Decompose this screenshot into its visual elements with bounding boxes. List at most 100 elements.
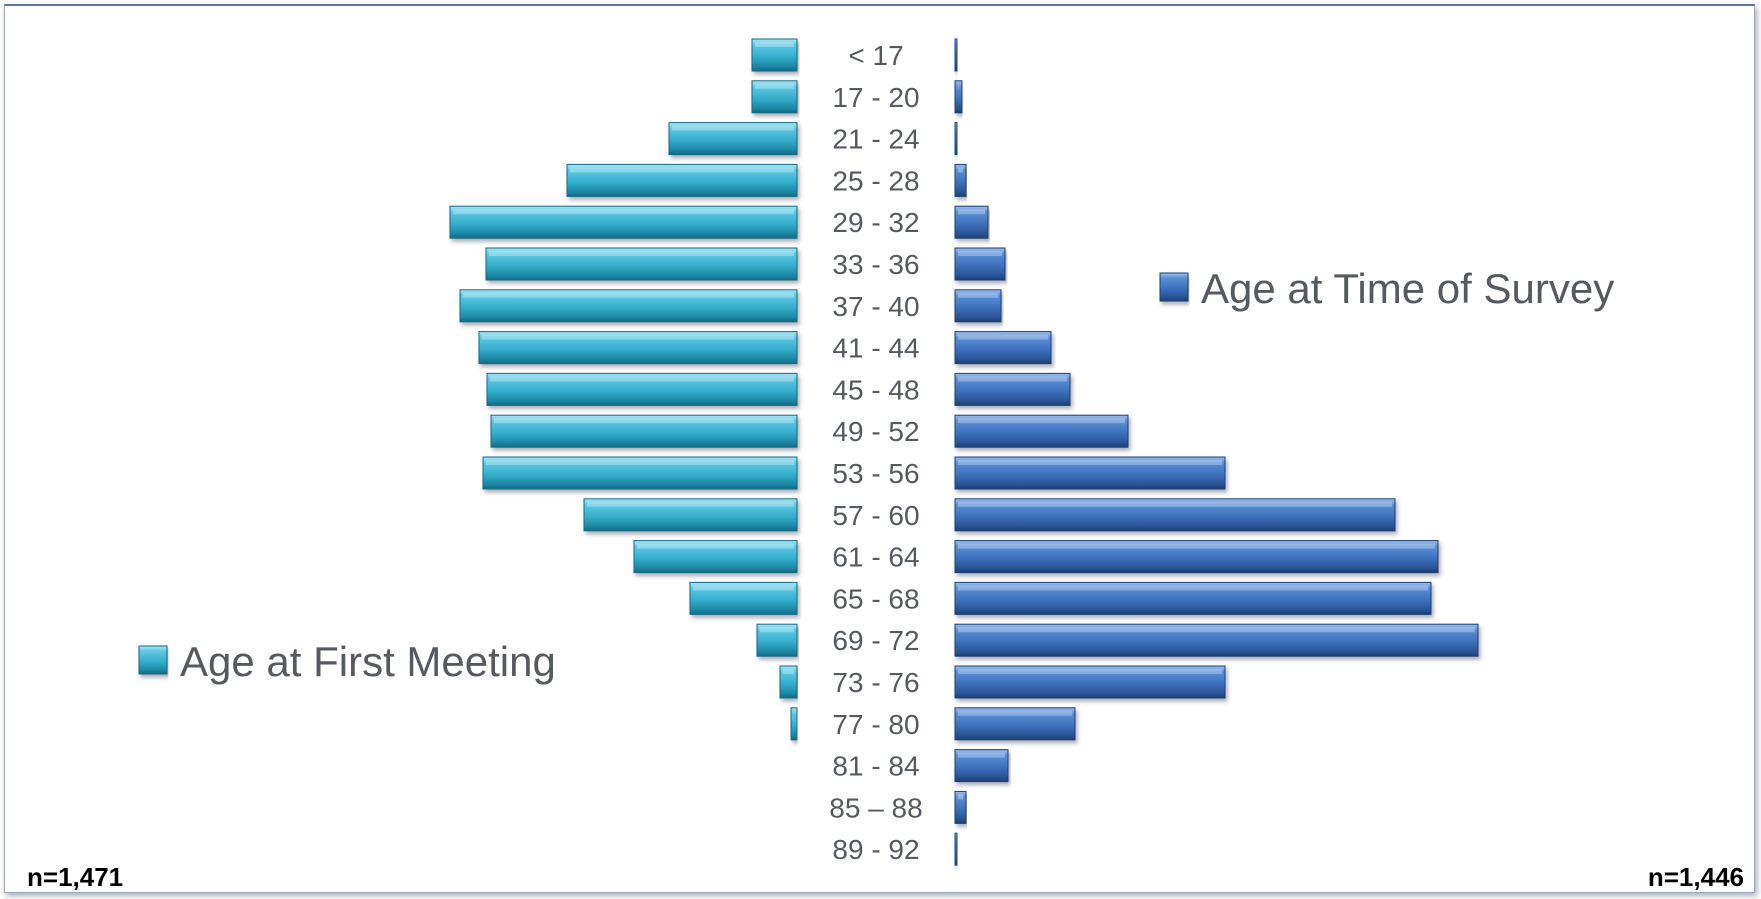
category-label-85-88: 85 – 88: [829, 792, 922, 823]
category-labels: < 17 17 - 20 21 - 24 25 - 28 29 - 32 33 - 36 3…: [829, 40, 922, 865]
bar-time-of-survey-45-48-highlight: [958, 376, 1067, 382]
bar-first-meeting-21-24: [668, 122, 798, 156]
category-label-53-56: 53 - 56: [832, 458, 919, 489]
bar-time-of-survey-69-72: [954, 623, 1479, 657]
bar-first-meeting-33-36: [485, 247, 798, 281]
bar-first-meeting-49-52: [490, 414, 798, 448]
legend-first-meeting: Age at First Meeting: [138, 638, 556, 685]
bar-first-meeting-61-64: [633, 540, 798, 574]
bar-first-meeting-73-76-highlight: [783, 669, 794, 674]
bar-time-of-survey-57-60-highlight: [958, 501, 1392, 507]
bar-time-of-survey-65-68: [954, 581, 1432, 615]
bar-first-meeting-61-64-highlight: [637, 543, 794, 549]
category-label-77-80: 77 - 80: [832, 709, 919, 740]
bar-time-of-survey-53-56: [954, 456, 1226, 490]
bar-time-of-survey-69-72-highlight: [958, 627, 1475, 633]
bar-first-meeting-17: [751, 38, 798, 72]
bar-time-of-survey-89-92: [954, 832, 958, 866]
bar-first-meeting-17-20-highlight: [755, 83, 794, 89]
series-age-at-time-of-survey: [954, 38, 1479, 866]
bar-first-meeting-45-48: [486, 372, 798, 406]
category-label-21-24: 21 - 24: [832, 124, 919, 155]
bar-first-meeting-29-32-highlight: [453, 209, 794, 215]
bar-first-meeting-41-44: [478, 331, 798, 365]
bar-time-of-survey-65-68-highlight: [958, 585, 1428, 591]
bar-first-meeting-29-32: [449, 205, 798, 239]
bar-time-of-survey-49-52-highlight: [958, 418, 1125, 424]
category-label-33-36: 33 - 36: [832, 249, 919, 280]
series-age-at-first-meeting: [449, 38, 798, 741]
legend-label-first-meeting: Age at First Meeting: [180, 638, 556, 685]
bar-first-meeting-69-72: [756, 623, 798, 657]
category-label-49-52: 49 - 52: [832, 416, 919, 447]
bar-time-of-survey-81-84-highlight: [958, 752, 1005, 758]
bar-first-meeting-73-76: [779, 665, 798, 699]
legend-swatch-first-meeting: [138, 645, 168, 675]
bar-time-of-survey-29-32: [954, 205, 989, 239]
bar-time-of-survey-17-20: [954, 80, 963, 114]
category-label-37-40: 37 - 40: [832, 291, 919, 322]
bar-time-of-survey-29-32-highlight: [958, 209, 985, 215]
category-label-29-32: 29 - 32: [832, 207, 919, 238]
bar-first-meeting-69-72-highlight: [760, 627, 794, 633]
bar-time-of-survey-73-76: [954, 665, 1226, 699]
bar-time-of-survey-41-44-highlight: [958, 334, 1048, 340]
bar-time-of-survey-57-60: [954, 498, 1396, 532]
bar-time-of-survey-77-80: [954, 707, 1076, 741]
bar-first-meeting-57-60-highlight: [587, 501, 794, 507]
bar-time-of-survey-85-88: [954, 790, 967, 824]
category-label-69-72: 69 - 72: [832, 625, 919, 656]
bar-first-meeting-53-56: [482, 456, 798, 490]
category-label-73-76: 73 - 76: [832, 667, 919, 698]
legend-swatch-time-of-survey: [1159, 272, 1189, 302]
category-label-17-20: 17 - 20: [832, 82, 919, 113]
bar-first-meeting-21-24-highlight: [672, 125, 794, 131]
bar-first-meeting-53-56-highlight: [486, 460, 794, 465]
category-label-17: < 17: [848, 40, 903, 71]
bar-first-meeting-25-28-highlight: [570, 167, 794, 173]
bar-first-meeting-17-highlight: [755, 42, 794, 47]
bar-time-of-survey-21-24: [954, 122, 958, 156]
bar-first-meeting-41-44-highlight: [482, 334, 794, 340]
sample-size-right: n=1,446: [1647, 862, 1744, 892]
category-label-45-48: 45 - 48: [832, 374, 919, 405]
sample-size-left: n=1,471: [27, 862, 124, 892]
category-label-81-84: 81 - 84: [832, 751, 919, 782]
legend-label-time-of-survey: Age at Time of Survey: [1201, 265, 1614, 312]
bar-time-of-survey-17-20-highlight: [958, 83, 959, 89]
bar-time-of-survey-53-56-highlight: [958, 460, 1222, 465]
bar-time-of-survey-41-44: [954, 331, 1052, 365]
bar-time-of-survey-25-28: [954, 163, 967, 197]
bar-time-of-survey-61-64: [954, 540, 1439, 574]
bar-first-meeting-25-28: [566, 163, 798, 197]
category-label-41-44: 41 - 44: [832, 333, 919, 364]
bar-time-of-survey-37-40-highlight: [958, 292, 998, 298]
bar-time-of-survey-17: [954, 38, 958, 72]
bar-time-of-survey-81-84: [954, 749, 1009, 783]
bar-first-meeting-65-68: [689, 581, 798, 615]
bar-first-meeting-57-60: [583, 498, 798, 532]
bar-time-of-survey-45-48: [954, 372, 1071, 406]
category-label-89-92: 89 - 92: [832, 834, 919, 865]
chart-frame: [4, 4, 1755, 893]
bar-time-of-survey-33-36-highlight: [958, 251, 1002, 256]
bar-first-meeting-17-20: [751, 80, 798, 114]
bar-time-of-survey-49-52: [954, 414, 1129, 448]
bar-time-of-survey-85-88-highlight: [958, 794, 963, 800]
category-label-65-68: 65 - 68: [832, 583, 919, 614]
bar-first-meeting-65-68-highlight: [693, 585, 794, 591]
bar-first-meeting-49-52-highlight: [494, 418, 794, 424]
bar-time-of-survey-73-76-highlight: [958, 669, 1222, 674]
bar-first-meeting-37-40-highlight: [463, 292, 794, 298]
bar-first-meeting-77-80: [790, 707, 798, 741]
bar-time-of-survey-61-64-highlight: [958, 543, 1435, 549]
category-label-25-28: 25 - 28: [832, 165, 919, 196]
category-label-57-60: 57 - 60: [832, 500, 919, 531]
bar-time-of-survey-25-28-highlight: [958, 167, 963, 173]
bar-time-of-survey-33-36: [954, 247, 1006, 281]
bar-first-meeting-45-48-highlight: [490, 376, 794, 382]
bar-time-of-survey-37-40: [954, 289, 1002, 323]
legend-time-of-survey: Age at Time of Survey: [1159, 265, 1614, 312]
bar-time-of-survey-77-80-highlight: [958, 710, 1072, 716]
